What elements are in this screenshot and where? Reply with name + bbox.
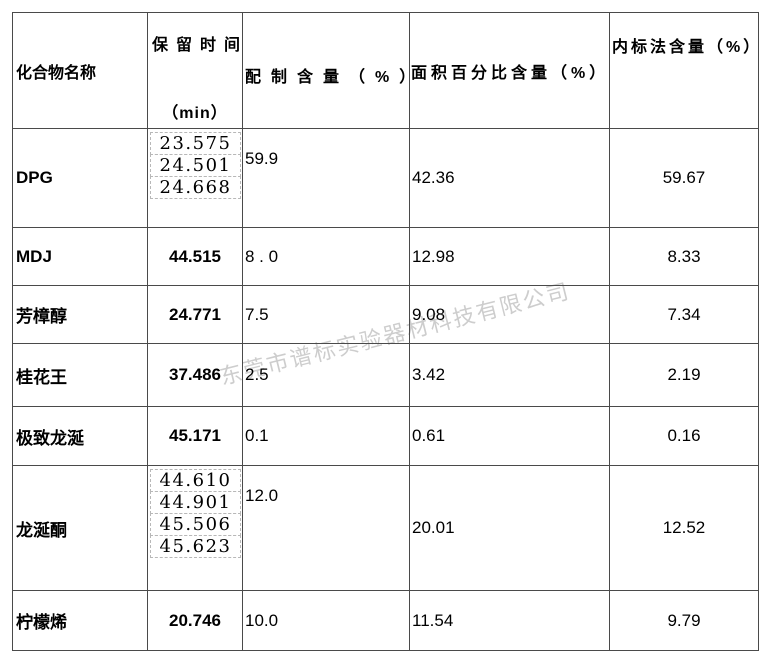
header-retention-time: 保留时间 （min）	[147, 12, 249, 129]
table-header-row: 化合物名称 保留时间 （min） 配制含量（%） 面积百分比含量（%） 内标法含…	[12, 12, 759, 129]
retention-time-cell: 45.171	[147, 406, 243, 466]
compound-name-cell: DPG	[12, 128, 148, 228]
retention-sub-cell: 45.506	[150, 513, 241, 536]
area-percent-cell: 3.42	[409, 343, 610, 407]
compound-name-cell: 芳樟醇	[12, 285, 148, 344]
header-prepared-content: 配制含量（%）	[242, 12, 415, 129]
prepared-content-cell: 2.5	[242, 343, 410, 407]
header-area-percent-content: 面积百分比含量（%）	[409, 12, 610, 129]
retention-sub-cell: 23.575	[150, 132, 241, 155]
retention-sub-cell: 44.901	[150, 491, 241, 514]
table-row: 桂花王 37.486 2.5 3.42 2.19	[12, 343, 759, 407]
header-retention-unit: （min）	[162, 105, 228, 122]
table-row: 柠檬烯 20.746 10.0 11.54 9.79	[12, 590, 759, 651]
prepared-content-cell: 12.0	[242, 465, 410, 591]
retention-time-cell: 37.486	[147, 343, 243, 407]
header-internal-standard-content: 内标法含量（%）	[609, 12, 759, 129]
compound-name-cell: MDJ	[12, 227, 148, 286]
table-row: DPG 23.575 24.501 24.668 59.9 42.36 59.6…	[12, 128, 759, 228]
area-percent-cell: 42.36	[409, 128, 610, 228]
retention-sub-table: 44.610 44.901 45.506 45.623	[150, 469, 241, 558]
retention-sub-cell: 24.501	[150, 154, 241, 177]
internal-standard-cell: 12.52	[609, 465, 759, 591]
header-compound-name: 化合物名称	[12, 12, 148, 129]
retention-time-cell: 23.575 24.501 24.668	[147, 128, 243, 228]
retention-time-cell: 44.515	[147, 227, 243, 286]
compound-name-cell: 柠檬烯	[12, 590, 148, 651]
prepared-content-cell: 0.1	[242, 406, 410, 466]
internal-standard-cell: 8.33	[609, 227, 759, 286]
internal-standard-cell: 9.79	[609, 590, 759, 651]
area-percent-cell: 9.08	[409, 285, 610, 344]
internal-standard-cell: 2.19	[609, 343, 759, 407]
internal-standard-cell: 0.16	[609, 406, 759, 466]
retention-sub-cell: 44.610	[150, 469, 241, 492]
area-percent-cell: 0.61	[409, 406, 610, 466]
table-row: 极致龙涎 45.171 0.1 0.61 0.16	[12, 406, 759, 466]
retention-sub-table: 23.575 24.501 24.668	[150, 132, 241, 199]
table-row: 芳樟醇 24.771 7.5 9.08 7.34	[12, 285, 759, 344]
compound-name-cell: 极致龙涎	[12, 406, 148, 466]
prepared-content-cell: 8 . 0	[242, 227, 410, 286]
table-row: MDJ 44.515 8 . 0 12.98 8.33	[12, 227, 759, 286]
prepared-content-cell: 7.5	[242, 285, 410, 344]
internal-standard-cell: 7.34	[609, 285, 759, 344]
internal-standard-cell: 59.67	[609, 128, 759, 228]
retention-time-cell: 44.610 44.901 45.506 45.623	[147, 465, 243, 591]
retention-time-cell: 24.771	[147, 285, 243, 344]
compound-name-cell: 桂花王	[12, 343, 148, 407]
retention-time-cell: 20.746	[147, 590, 243, 651]
header-retention-line1: 保留时间	[152, 37, 249, 54]
area-percent-cell: 12.98	[409, 227, 610, 286]
results-table: 化合物名称 保留时间 （min） 配制含量（%） 面积百分比含量（%） 内标法含…	[12, 12, 759, 651]
prepared-content-cell: 59.9	[242, 128, 410, 228]
prepared-content-cell: 10.0	[242, 590, 410, 651]
retention-sub-cell: 24.668	[150, 176, 241, 199]
retention-sub-cell: 45.623	[150, 535, 241, 558]
area-percent-cell: 11.54	[409, 590, 610, 651]
table-row: 龙涎酮 44.610 44.901 45.506 45.623 12.0 20.…	[12, 465, 759, 591]
area-percent-cell: 20.01	[409, 465, 610, 591]
compound-name-cell: 龙涎酮	[12, 465, 148, 591]
